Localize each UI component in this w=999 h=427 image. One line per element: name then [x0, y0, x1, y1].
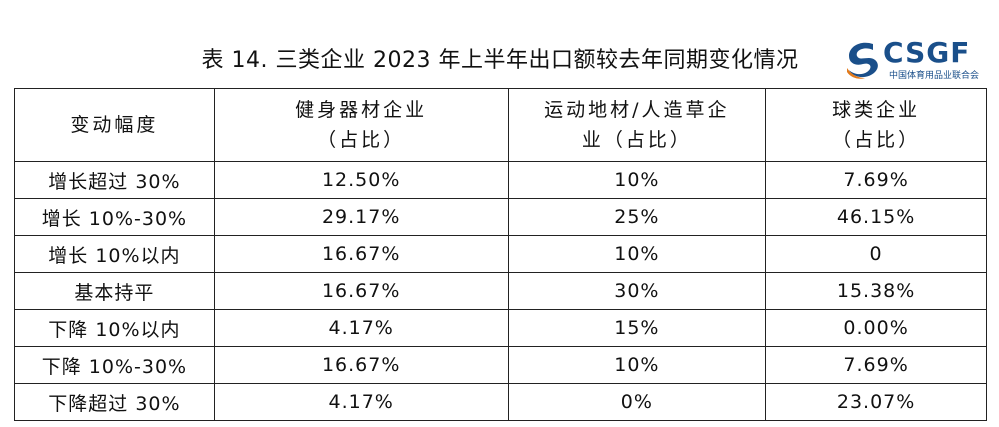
export-change-table: 变动幅度 健身器材企业 （占比） 运动地材/人造草企 业（占比） 球类企业 （占… — [14, 88, 987, 421]
header-sublabel: 业（占比） — [581, 129, 692, 151]
table-cell: 下降 10%-30% — [14, 346, 215, 384]
table-cell: 下降超过 30% — [14, 383, 215, 421]
table-cell: 16.67% — [213, 272, 509, 310]
table-row: 下降 10%以内 4.17% 15% 0.00% — [14, 309, 987, 347]
header-label: 运动地材/人造草企 — [544, 99, 730, 121]
table-row: 基本持平 16.67% 30% 15.38% — [14, 272, 987, 310]
table-row: 下降 10%-30% 16.67% 10% 7.69% — [14, 346, 987, 384]
table-cell: 30% — [507, 272, 767, 310]
table-row: 下降超过 30% 4.17% 0% 23.07% — [14, 383, 987, 421]
table-cell: 下降 10%以内 — [14, 309, 215, 347]
header-label: 球类企业 — [832, 99, 921, 121]
table-cell: 46.15% — [765, 198, 987, 236]
table-row: 增长超过 30% 12.50% 10% 7.69% — [14, 161, 987, 199]
header-change-range: 变动幅度 — [14, 88, 215, 162]
table-cell: 基本持平 — [14, 272, 215, 310]
swirl-icon — [847, 42, 878, 79]
table-cell: 7.69% — [765, 346, 987, 384]
header-row: 变动幅度 健身器材企业 （占比） 运动地材/人造草企 业（占比） 球类企业 （占… — [14, 88, 987, 162]
table-cell: 23.07% — [765, 383, 987, 421]
table-cell: 增长超过 30% — [14, 161, 215, 199]
table-title: 表 14. 三类企业 2023 年上半年出口额较去年同期变化情况 — [201, 48, 799, 73]
table-cell: 16.67% — [213, 235, 509, 273]
table-cell: 增长 10%-30% — [14, 198, 215, 236]
header-label: 变动幅度 — [70, 114, 159, 136]
csgf-logo: CSGF 中国体育用品业联合会 — [843, 36, 993, 82]
table-cell: 10% — [507, 161, 767, 199]
table-cell: 29.17% — [213, 198, 509, 236]
header-sublabel: （占比） — [317, 129, 406, 151]
header-sublabel: （占比） — [832, 129, 921, 151]
table-cell: 7.69% — [765, 161, 987, 199]
table-cell: 15.38% — [765, 272, 987, 310]
table-cell: 增长 10%以内 — [14, 235, 215, 273]
table-cell: 0 — [765, 235, 987, 273]
table-cell: 0.00% — [765, 309, 987, 347]
table-cell: 4.17% — [213, 309, 509, 347]
logo-subtitle: 中国体育用品业联合会 — [889, 71, 980, 81]
table-cell: 10% — [507, 346, 767, 384]
table-cell: 4.17% — [213, 383, 509, 421]
table-cell: 25% — [507, 198, 767, 236]
header-flooring: 运动地材/人造草企 业（占比） — [507, 88, 767, 162]
header-label: 健身器材企业 — [295, 99, 428, 121]
table-cell: 0% — [507, 383, 767, 421]
table-cell: 16.67% — [213, 346, 509, 384]
table-row: 增长 10%以内 16.67% 10% 0 — [14, 235, 987, 273]
logo-name: CSGF — [883, 36, 971, 69]
table-row: 增长 10%-30% 29.17% 25% 46.15% — [14, 198, 987, 236]
table-cell: 10% — [507, 235, 767, 273]
header-balls: 球类企业 （占比） — [765, 88, 987, 162]
table-cell: 15% — [507, 309, 767, 347]
header-fitness: 健身器材企业 （占比） — [213, 88, 509, 162]
table-cell: 12.50% — [213, 161, 509, 199]
